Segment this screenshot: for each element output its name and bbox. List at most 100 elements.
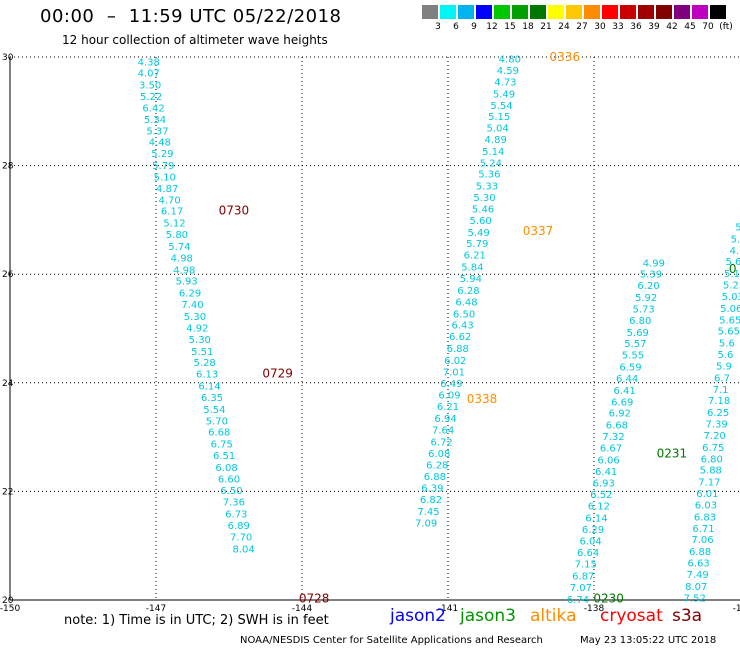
data-point-label: 6.62 [449, 332, 471, 343]
y-tick-label: 28 [2, 162, 14, 172]
legend-jason2: jason2 [390, 606, 446, 626]
data-point-label: 5.88 [700, 466, 722, 477]
data-point-label: 6.64 [577, 548, 599, 559]
data-point-label: 6.08 [428, 449, 450, 460]
scale-label: 3 [435, 22, 441, 32]
data-point-label: 5.54 [203, 405, 225, 416]
scale-label: 70 [702, 22, 714, 32]
data-point-label: 6.73 [225, 510, 247, 521]
data-point-label: 6.21 [464, 251, 486, 262]
data-point-label: 6.41 [614, 386, 636, 397]
y-tick-label: 22 [2, 487, 13, 497]
data-point-label: 7.40 [181, 300, 203, 311]
scale-label: 15 [504, 22, 516, 32]
data-point-label: 5.46 [472, 204, 494, 215]
data-point-label: 5.15 [488, 112, 510, 123]
data-point-label: 5.4 [731, 234, 740, 245]
time-annotation: 0230 [593, 591, 624, 605]
data-point-label: 6.74 [567, 595, 589, 606]
data-point-label: 5.14 [482, 147, 504, 158]
data-point-label: 6.89 [228, 521, 250, 532]
data-point-label: 6.48 [455, 297, 477, 308]
data-point-label: 7.15 [575, 560, 597, 571]
data-point-label: 7.70 [230, 532, 252, 543]
data-point-label: 5.28 [194, 358, 216, 369]
data-point-label: 5.22 [140, 92, 162, 103]
data-point-label: 5.69 [627, 328, 649, 339]
data-point-label: 4.98 [171, 253, 193, 264]
data-point-label: 5.29 [151, 149, 173, 160]
data-point-label: 6.88 [447, 344, 469, 355]
data-point-label: 5.24 [480, 158, 502, 169]
legend-altika: altika [530, 606, 577, 626]
scale-swatch [494, 5, 510, 19]
data-point-label: 7.20 [704, 431, 726, 442]
scale-swatch [422, 5, 438, 19]
y-tick-label: 20 [2, 596, 14, 606]
data-point-label: 6.25 [707, 408, 729, 419]
scale-swatch [530, 5, 546, 19]
data-point-label: 6.68 [606, 421, 628, 432]
data-point-label: 6.09 [438, 391, 460, 402]
data-point-label: 3.50 [139, 81, 161, 92]
data-point-label: 4.87 [156, 184, 178, 195]
data-point-label: 6.63 [688, 559, 710, 570]
data-point-label: 6.60 [218, 474, 240, 485]
scale-swatch [710, 5, 726, 19]
data-point-label: 5.6 [717, 350, 733, 361]
data-point-label: 5.10 [154, 172, 176, 183]
scale-label: 12 [486, 22, 498, 32]
data-point-label: 5.34 [144, 115, 166, 126]
scale-label: 9 [471, 22, 477, 32]
data-point-label: 7.07 [570, 583, 592, 594]
data-point-label: 4.7 [730, 246, 740, 257]
data-point-label: 6.71 [692, 524, 714, 535]
data-point-label: 6.94 [434, 414, 456, 425]
data-point-label: 6.80 [629, 316, 651, 327]
data-point-label: 4.70 [158, 195, 180, 206]
y-tick-label: 30 [2, 53, 14, 63]
data-point-label: 5.9 [716, 361, 732, 372]
data-point-label: 7.45 [417, 507, 439, 518]
data-point-label: 6.01 [696, 489, 718, 500]
data-point-label: 7.52 [684, 593, 706, 604]
scale-label: 21 [540, 22, 552, 32]
data-point-label: 8.07 [685, 582, 707, 593]
data-point-label: 6.42 [142, 103, 164, 114]
data-point-label: 7.39 [706, 420, 728, 431]
data-point-label: 5.36 [478, 170, 500, 181]
data-point-label: 4.89 [485, 135, 507, 146]
scale-label: 42 [666, 22, 678, 32]
data-point-label: 6.80 [701, 454, 723, 465]
data-point-label: 5.33 [476, 182, 498, 193]
data-point-label: 7.18 [708, 396, 730, 407]
data-point-label: 5.04 [487, 124, 509, 135]
data-point-label: 5.55 [622, 351, 644, 362]
legend-s3a: s3a [672, 606, 703, 626]
data-point-label: 6.59 [619, 363, 641, 374]
data-point-label: 6.88 [424, 472, 446, 483]
data-point-label: 6.52 [590, 490, 612, 501]
data-point-label: 5.18 [724, 269, 740, 280]
data-point-label: 5.93 [176, 277, 198, 288]
data-point-label: 5.25 [723, 281, 740, 292]
data-point-label: 5.84 [461, 263, 483, 274]
data-point-label: 6.93 [593, 479, 615, 490]
scale-label: 18 [522, 22, 534, 32]
chart-subtitle: 12 hour collection of altimeter wave hei… [62, 33, 328, 47]
time-annotation: 0231 [657, 446, 688, 460]
data-point-label: 5.60 [469, 216, 491, 227]
legend-cryosat: cryosat [600, 606, 663, 626]
data-point-label: 5.49 [468, 228, 490, 239]
time-annotation: 0337 [523, 224, 554, 238]
data-point-label: 7.64 [432, 425, 454, 436]
scale-label: 33 [612, 22, 624, 32]
footer-credit: NOAA/NESDIS Center for Satellite Applica… [240, 635, 543, 646]
scale-label: 36 [630, 22, 642, 32]
data-point-label: 6.03 [695, 500, 717, 511]
scale-swatch [620, 5, 636, 19]
data-point-label: 6.88 [689, 547, 711, 558]
scale-label: 30 [594, 22, 606, 32]
data-point-label: 6.35 [201, 393, 223, 404]
data-point-label: 6.50 [220, 486, 242, 497]
